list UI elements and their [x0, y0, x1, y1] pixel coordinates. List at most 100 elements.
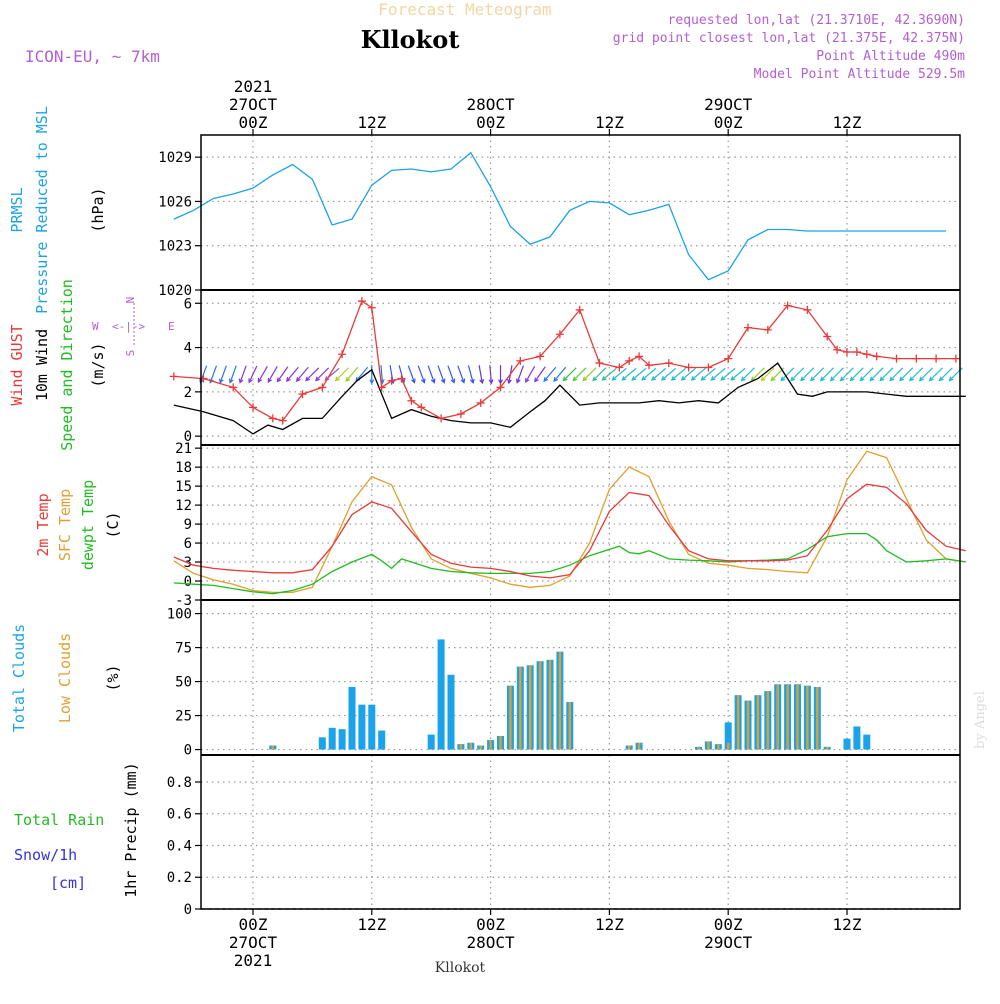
wind-arrow-head	[611, 375, 617, 381]
precip-legend-label: Snow/1h	[14, 846, 77, 864]
wind-arrow	[525, 366, 536, 383]
wind-arrow-head	[534, 377, 539, 383]
wind-arrow	[345, 366, 359, 382]
wind-axis-label: 10m Wind	[33, 329, 51, 401]
temp-axis-label: (C)	[104, 511, 122, 538]
wind-arrow-head	[238, 378, 244, 384]
wind-arrow	[919, 367, 933, 381]
wind-arrow-head	[276, 377, 282, 383]
low-cloud-bar	[529, 665, 532, 750]
low-cloud-bar	[746, 700, 750, 750]
wind-arrow	[701, 367, 716, 381]
y-tick-label: 0.8	[167, 775, 192, 791]
low-cloud-bar	[766, 691, 769, 750]
y-tick-label: 18	[175, 460, 192, 476]
wind-arrow-head	[938, 376, 944, 382]
requested-coords: requested lon,lat (21.3710E, 42.3690N)	[668, 13, 965, 28]
low-cloud-bar	[568, 701, 571, 750]
x-axis-bottom-label: 00Z	[476, 915, 505, 934]
gust-marker	[892, 354, 901, 363]
temp-2m-line	[173, 483, 966, 579]
wind-arrow	[355, 366, 369, 382]
wind-compass-label: N	[124, 297, 137, 304]
wind-arrow	[720, 367, 736, 381]
low-cloud-bar	[469, 742, 472, 750]
chart-base-layer: 10201023102610290246-3036912151821025507…	[158, 135, 960, 918]
total-cloud-bar	[318, 737, 326, 750]
gust-marker	[476, 398, 485, 407]
wind-arrow	[860, 367, 874, 381]
wind-arrow	[543, 366, 557, 382]
x-axis-top-label: 00Z	[714, 113, 743, 132]
wind-arrow	[751, 367, 765, 381]
x-axis-top-label: 2021	[234, 77, 273, 96]
gust-marker	[387, 376, 396, 385]
wind-arrow	[437, 365, 445, 383]
wind-arrow-head	[572, 376, 578, 382]
wind-arrow-head	[324, 375, 330, 381]
wind-gust-line	[173, 300, 956, 422]
y-tick-label: 100	[167, 607, 192, 623]
total-cloud-bar	[724, 722, 732, 750]
precip-legend-label: Total Rain	[14, 811, 104, 829]
wind-arrow-head	[248, 378, 253, 384]
gust-marker	[555, 330, 564, 339]
wind-arrow-head	[869, 376, 875, 382]
gust-marker	[833, 345, 842, 354]
wind-arrow	[592, 367, 607, 381]
x-axis-top-label: 00Z	[239, 113, 268, 132]
wind-arrow-head	[690, 375, 696, 381]
gust-marker	[437, 414, 446, 423]
wind-arrow-head	[420, 378, 426, 384]
wind-arrow	[621, 367, 637, 381]
wind-arrow-head	[469, 378, 475, 385]
gust-marker	[803, 305, 812, 314]
wind-arrow	[398, 365, 405, 383]
wind-speed-line	[173, 362, 966, 435]
y-tick-label: 21	[175, 441, 192, 457]
low-cloud-bar	[786, 684, 789, 750]
wind-arrow-head	[909, 376, 914, 382]
wind-axis-label: (m/s)	[89, 342, 107, 387]
total-cloud-bar	[368, 704, 376, 750]
wind-arrow	[840, 367, 854, 381]
total-cloud-bar	[843, 738, 851, 750]
cloud-axis-label: Total Clouds	[10, 624, 28, 732]
y-tick-label: 6	[184, 296, 192, 312]
precip-axis-label: 1hr Precip (mm)	[122, 762, 140, 897]
wind-arrow-head	[295, 376, 301, 382]
chart-title: Kllokot	[361, 25, 460, 54]
low-cloud-bar	[756, 695, 760, 750]
wind-arrow-head	[592, 376, 598, 382]
x-axis-bottom-label: 27OCT	[229, 933, 278, 952]
gust-marker	[169, 372, 178, 381]
wind-arrow	[563, 367, 577, 381]
gust-marker	[456, 410, 465, 418]
wind-arrow	[516, 365, 524, 383]
pressure-axis-label: Pressure Reduced to MSL	[33, 106, 51, 314]
wind-arrow	[612, 367, 627, 381]
wind-arrow	[286, 366, 299, 382]
pressure-line	[173, 151, 946, 281]
total-cloud-bar	[427, 734, 435, 750]
wind-arrow	[248, 365, 258, 383]
wind-arrow-head	[859, 376, 865, 382]
total-cloud-bar	[437, 639, 445, 750]
wind-arrow-head	[257, 377, 263, 384]
low-cloud-bar	[727, 742, 730, 750]
gust-marker	[664, 359, 673, 368]
x-axis-top-label: 12Z	[357, 113, 386, 132]
wind-axis-label: Wind GUST	[8, 324, 26, 405]
wind-arrow	[820, 367, 834, 381]
wind-arrow	[631, 367, 647, 381]
wind-arrow	[209, 365, 218, 383]
total-cloud-bar	[378, 730, 386, 750]
wind-arrow-head	[479, 379, 485, 385]
y-tick-label: 15	[175, 479, 192, 495]
temp-axis-label: SFC Temp	[56, 489, 74, 561]
wind-arrow-head	[730, 375, 736, 381]
wind-arrow-head	[582, 376, 588, 382]
wind-arrow-head	[411, 378, 416, 384]
